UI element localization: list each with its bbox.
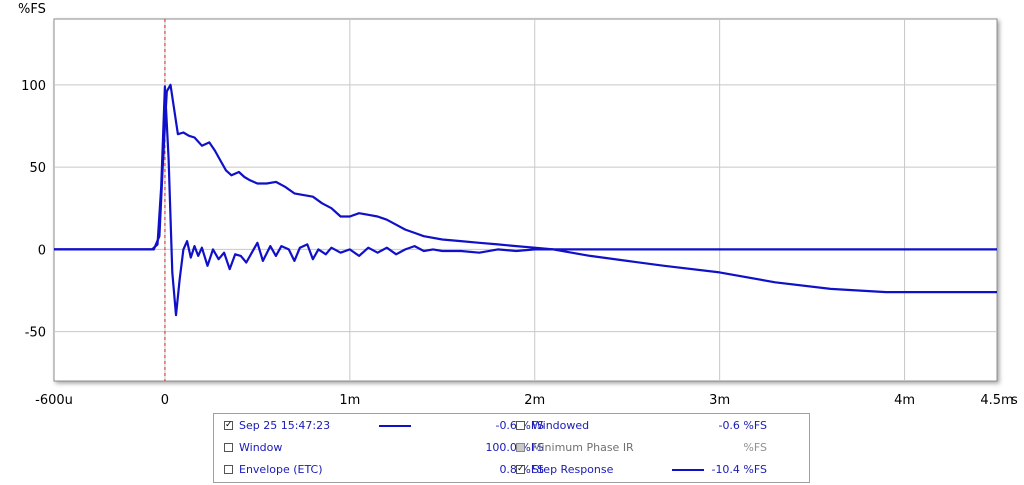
- y-axis: 100 50 0 -50: [21, 79, 46, 341]
- x-axis: -600u 0 1m 2m 3m 4m 4.5m: [35, 393, 1014, 408]
- legend-checkbox[interactable]: ✓: [516, 464, 525, 474]
- legend-value: %FS: [743, 441, 767, 454]
- legend-value: -0.6 %FS: [718, 419, 767, 432]
- legend-row: ✓ Sep 25 15:47:23 -0.6 %FS Windowed -0.6 %FS: [214, 416, 809, 436]
- legend-checkbox[interactable]: [516, 421, 525, 430]
- y-tick-label: 50: [29, 161, 46, 176]
- x-tick-label: 4.5m: [980, 393, 1013, 408]
- y-tick-label: 0: [38, 243, 46, 258]
- y-tick-label: -50: [25, 326, 46, 341]
- y-tick-label: 100: [21, 79, 46, 94]
- legend-label[interactable]: Window: [239, 441, 283, 454]
- x-tick-label: 4m: [894, 393, 915, 408]
- x-axis-unit: s: [1011, 393, 1018, 408]
- legend-value: 100.0 %FS: [485, 441, 544, 454]
- legend-label[interactable]: Step Response: [532, 463, 614, 476]
- legend-value: -10.4 %FS: [711, 463, 767, 476]
- series-layer: [54, 83, 997, 317]
- series-line: [54, 83, 997, 294]
- legend-row: Window 100.0 %FS Minimum Phase IR %FS: [214, 438, 809, 458]
- legend-checkbox: [516, 443, 525, 452]
- grid: [54, 19, 997, 381]
- plot-area[interactable]: [53, 18, 998, 382]
- x-tick-label: 1m: [339, 393, 360, 408]
- x-tick-label: 0: [161, 393, 169, 408]
- legend-swatch: [672, 469, 704, 471]
- x-tick-label: -600u: [35, 393, 73, 408]
- chart: -600u 0 1m 2m 3m 4m 4.5m 100 50 0 -50 %FS s: [18, 2, 1018, 408]
- legend-panel: ✓ Sep 25 15:47:23 -0.6 %FS Windowed -0.6 %FS…: [213, 413, 810, 483]
- legend-swatch: [379, 425, 411, 427]
- legend-label[interactable]: Sep 25 15:47:23: [239, 419, 331, 432]
- x-tick-label: 2m: [524, 393, 545, 408]
- y-axis-label: %FS: [18, 2, 46, 17]
- legend-row: Envelope (ETC) 0.8 %FS ✓ Step Response -10.4…: [214, 460, 809, 480]
- series-line: [54, 85, 997, 317]
- legend-checkbox[interactable]: [224, 443, 233, 452]
- legend-label[interactable]: Envelope (ETC): [239, 463, 323, 476]
- legend-checkbox[interactable]: [224, 465, 233, 474]
- legend-checkbox[interactable]: ✓: [224, 420, 233, 430]
- legend-label[interactable]: Minimum Phase IR: [532, 441, 634, 454]
- legend-label[interactable]: Windowed: [532, 419, 590, 432]
- x-tick-label: 3m: [709, 393, 730, 408]
